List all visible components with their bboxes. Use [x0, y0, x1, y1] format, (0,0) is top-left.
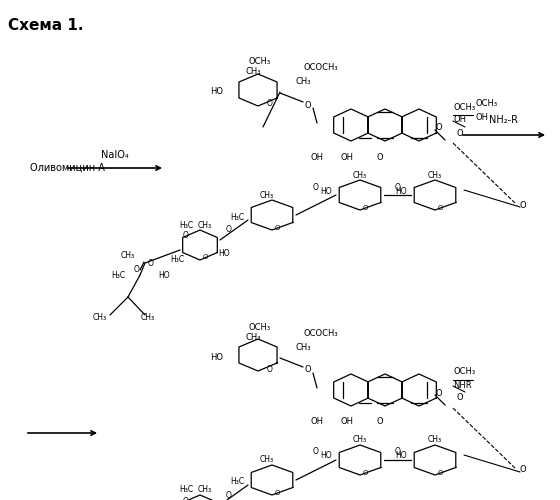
Text: OCH₃: OCH₃ — [249, 322, 271, 332]
Text: O: O — [134, 266, 140, 274]
Text: CH₃: CH₃ — [260, 190, 274, 200]
Text: O: O — [520, 466, 526, 474]
Text: CH₃: CH₃ — [198, 486, 212, 494]
Text: OH: OH — [340, 418, 353, 426]
Text: CH₃: CH₃ — [198, 220, 212, 230]
Text: OH: OH — [475, 112, 488, 122]
Text: OCH₃: OCH₃ — [453, 368, 475, 376]
Text: CH₃: CH₃ — [93, 312, 107, 322]
Text: CH₃: CH₃ — [353, 170, 367, 179]
Text: O: O — [305, 100, 311, 110]
Text: OCH₃: OCH₃ — [475, 98, 497, 108]
Text: O: O — [313, 448, 319, 456]
Text: CH₃: CH₃ — [260, 456, 274, 464]
Text: OH: OH — [340, 152, 353, 162]
Text: O: O — [457, 128, 463, 138]
Text: O: O — [313, 182, 319, 192]
Text: HO: HO — [320, 186, 332, 196]
Text: OCOCH₃: OCOCH₃ — [303, 328, 338, 338]
Text: HO: HO — [210, 88, 223, 96]
Text: H₃C: H₃C — [179, 220, 193, 230]
Text: O: O — [274, 225, 279, 231]
Text: O: O — [226, 226, 232, 234]
Text: H₃C: H₃C — [230, 212, 244, 222]
Text: O: O — [267, 364, 273, 374]
Text: CH₃: CH₃ — [428, 436, 442, 444]
Text: O: O — [520, 200, 526, 209]
Text: H₃C: H₃C — [170, 256, 184, 264]
Text: O: O — [395, 182, 400, 192]
Text: O: O — [274, 490, 279, 496]
Text: O: O — [226, 490, 232, 500]
Text: NaIO₄: NaIO₄ — [101, 150, 129, 160]
Text: HO: HO — [218, 248, 230, 258]
Text: NHR: NHR — [453, 382, 472, 390]
Text: H₃C: H₃C — [111, 270, 125, 280]
Text: OH: OH — [310, 152, 324, 162]
Text: O: O — [362, 205, 368, 211]
Text: Схема 1.: Схема 1. — [8, 18, 83, 33]
Text: O: O — [183, 496, 189, 500]
Text: CH₃: CH₃ — [245, 332, 261, 342]
Text: CH₃: CH₃ — [296, 342, 311, 351]
Text: CH₃: CH₃ — [141, 312, 155, 322]
Text: OCH₃: OCH₃ — [249, 58, 271, 66]
Text: HO: HO — [395, 452, 407, 460]
Text: O: O — [305, 366, 311, 374]
Text: O: O — [435, 124, 442, 132]
Text: CH₃: CH₃ — [353, 436, 367, 444]
Text: CH₃: CH₃ — [428, 170, 442, 179]
Text: O: O — [435, 388, 442, 398]
Text: OCH₃: OCH₃ — [453, 102, 475, 112]
Text: O: O — [202, 254, 208, 260]
Text: HO: HO — [395, 186, 407, 196]
Text: O: O — [362, 470, 368, 476]
Text: H₃C: H₃C — [179, 486, 193, 494]
Text: O: O — [395, 448, 400, 456]
Text: O: O — [377, 152, 383, 162]
Text: CH₃: CH₃ — [245, 68, 261, 76]
Text: Оливомицин А: Оливомицин А — [30, 163, 105, 173]
Text: O: O — [377, 418, 383, 426]
Text: O: O — [183, 232, 189, 240]
Text: NH₂-R: NH₂-R — [489, 115, 519, 125]
Text: O: O — [437, 470, 443, 476]
Text: H₃C: H₃C — [230, 478, 244, 486]
Text: CH₃: CH₃ — [296, 78, 311, 86]
Text: HO: HO — [210, 352, 223, 362]
Text: CH₃: CH₃ — [121, 250, 135, 260]
Text: O: O — [148, 258, 154, 268]
Text: O: O — [437, 205, 443, 211]
Text: O: O — [267, 100, 273, 108]
Text: HO: HO — [320, 452, 332, 460]
Text: OH: OH — [310, 418, 324, 426]
Text: OCOCH₃: OCOCH₃ — [303, 64, 338, 72]
Text: OH: OH — [453, 116, 466, 124]
Text: O: O — [457, 394, 463, 402]
Text: HO: HO — [158, 270, 170, 280]
